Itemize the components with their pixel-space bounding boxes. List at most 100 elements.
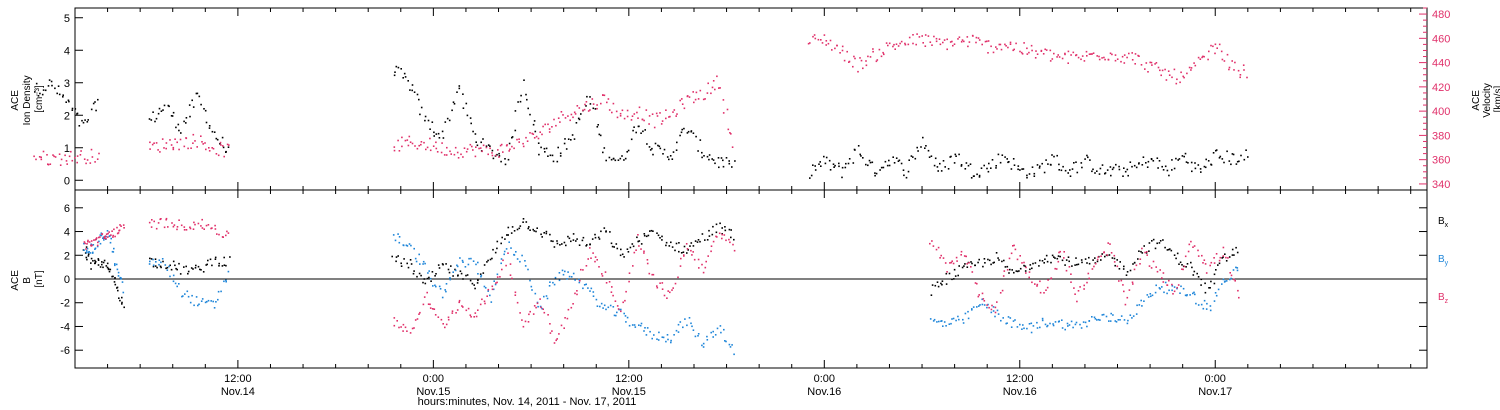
data-point (605, 159, 607, 162)
data-point (548, 131, 551, 133)
data-point (491, 288, 494, 291)
data-point (487, 153, 489, 156)
data-point (1141, 252, 1144, 254)
data-point (1205, 308, 1208, 310)
data-point (1059, 255, 1061, 258)
data-point (211, 130, 214, 133)
data-point (1026, 174, 1028, 177)
data-point (978, 39, 981, 41)
data-point (151, 143, 154, 146)
data-point (1133, 268, 1136, 271)
data-point (511, 277, 513, 280)
data-point (944, 262, 947, 264)
data-point (1006, 265, 1009, 268)
data-point (183, 120, 185, 123)
data-point (631, 324, 634, 326)
data-point (37, 95, 40, 97)
data-point (582, 269, 584, 271)
data-point (1039, 291, 1042, 294)
data-point (423, 141, 425, 144)
data-point (398, 241, 401, 244)
data-point (1022, 324, 1024, 326)
data-point (646, 327, 649, 329)
data-point (533, 305, 536, 307)
data-point (95, 109, 97, 112)
data-point (65, 101, 67, 103)
data-point (900, 40, 903, 43)
data-point (198, 303, 200, 306)
data-point (404, 326, 407, 329)
data-point (725, 157, 728, 159)
data-point (1050, 277, 1052, 280)
data-point (844, 166, 847, 169)
data-point (465, 150, 468, 153)
data-point (846, 50, 848, 53)
data-point (986, 167, 988, 170)
data-point (965, 255, 967, 258)
data-point (976, 306, 978, 308)
data-point (176, 141, 178, 144)
data-point (116, 232, 119, 235)
data-point (572, 239, 575, 241)
data-point (937, 246, 940, 249)
data-point (720, 331, 722, 334)
data-point (927, 149, 930, 152)
data-point (642, 130, 644, 133)
data-point (1104, 172, 1107, 174)
data-point (58, 153, 61, 155)
data-point (551, 330, 553, 332)
legend-entry: Bz (1438, 292, 1449, 305)
data-point (683, 254, 685, 256)
data-point (1091, 170, 1093, 173)
data-point (673, 109, 676, 111)
data-point (519, 100, 522, 103)
data-point (513, 147, 515, 150)
data-point (1068, 324, 1071, 326)
data-point (170, 268, 173, 271)
data-point (1006, 269, 1009, 271)
data-point (1091, 268, 1094, 270)
data-point (409, 332, 412, 334)
data-point (1247, 156, 1249, 158)
data-point (1179, 261, 1182, 264)
data-point (1207, 58, 1209, 61)
data-point (1235, 163, 1238, 165)
data-point (200, 300, 203, 302)
data-point (1190, 240, 1192, 243)
data-point (950, 261, 953, 264)
data-point (1132, 283, 1134, 285)
data-point (217, 290, 220, 293)
data-point (671, 158, 674, 160)
data-point (1180, 285, 1182, 288)
data-point (613, 246, 615, 248)
data-point (1058, 163, 1060, 166)
data-point (1107, 242, 1109, 244)
data-point (874, 172, 876, 174)
data-point (1028, 51, 1030, 54)
data-point (683, 245, 686, 248)
data-point (1018, 270, 1020, 272)
data-point (513, 230, 516, 232)
data-point (716, 327, 719, 330)
data-point (603, 304, 606, 307)
data-point (511, 145, 513, 148)
data-point (542, 125, 544, 128)
data-point (1049, 60, 1052, 62)
data-point (615, 110, 618, 113)
data-point (958, 318, 960, 321)
data-point (521, 254, 523, 257)
data-point (695, 91, 698, 94)
data-point (80, 150, 82, 152)
data-point (637, 117, 639, 119)
data-point (971, 308, 973, 310)
data-point (721, 237, 723, 240)
data-point (1028, 323, 1031, 325)
data-point (610, 291, 613, 293)
data-point (728, 238, 730, 241)
data-point (554, 276, 557, 279)
data-point (1013, 271, 1015, 274)
data-point (659, 112, 661, 114)
data-point (1068, 266, 1071, 268)
data-point (968, 41, 971, 43)
data-point (675, 329, 678, 332)
